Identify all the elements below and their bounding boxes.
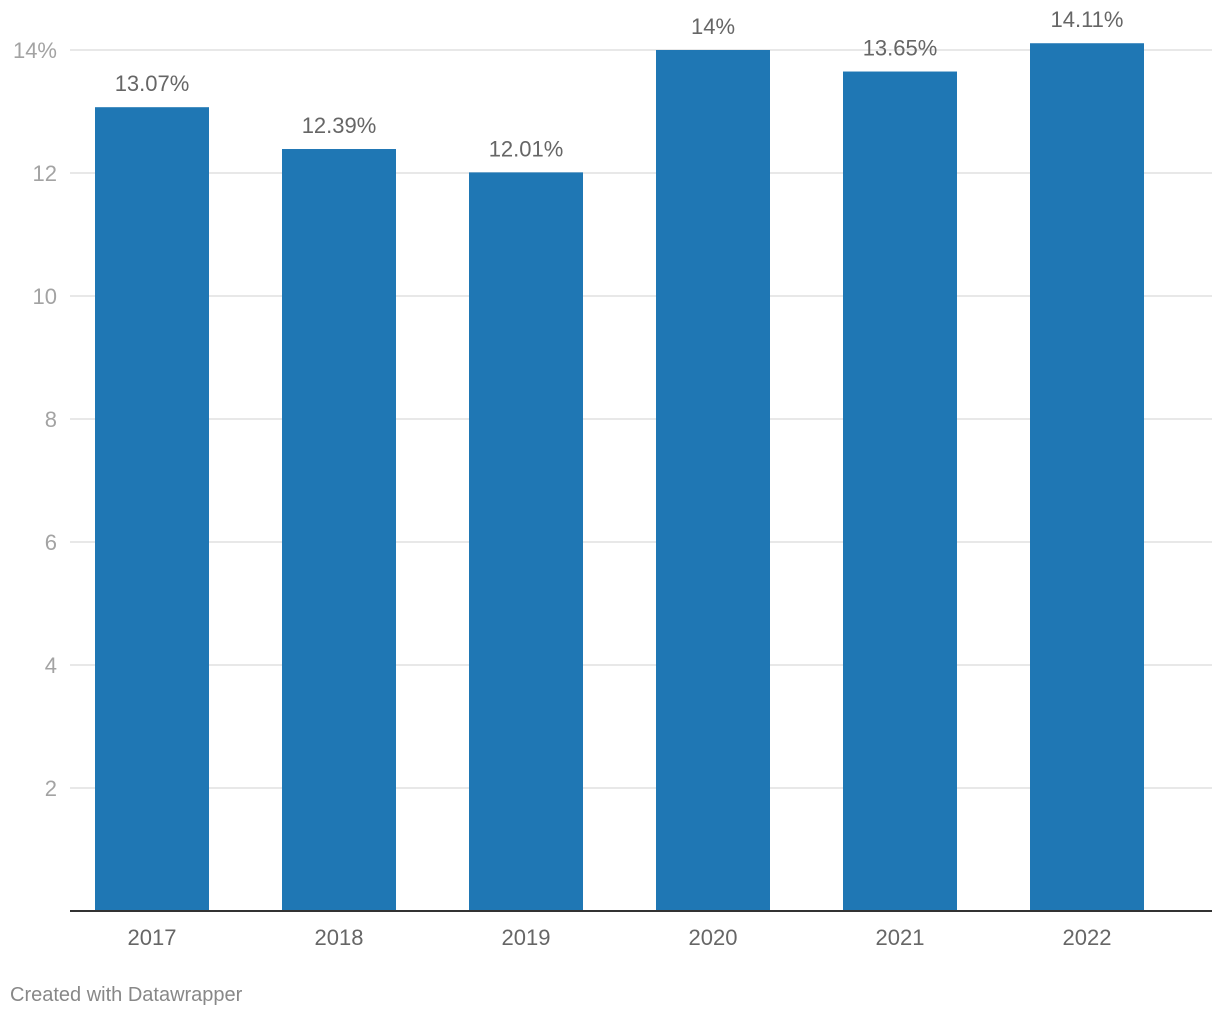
y-tick-label: 4 [45,653,57,678]
data-labels: 13.07% 12.39% 12.01% 14% 13.65% 14.11% [115,7,1124,161]
data-label: 12.39% [302,113,377,138]
bar-2020 [656,50,770,911]
bar-2021 [843,71,957,911]
y-tick-label: 2 [45,776,57,801]
y-tick-label: 12 [33,161,57,186]
bar-2017 [95,107,209,911]
y-tick-label: 14% [13,38,57,63]
bar-2022 [1030,43,1144,912]
x-tick-label: 2019 [502,925,551,950]
y-axis-ticks: 2 4 6 8 10 12 14% [13,38,57,801]
data-label: 13.07% [115,71,190,96]
datawrapper-credit-link[interactable]: Created with Datawrapper [10,984,243,1006]
bar-2019 [469,172,583,911]
x-tick-label: 2022 [1063,925,1112,950]
data-label: 12.01% [489,136,564,161]
bars [95,43,1144,912]
gridlines [70,49,1212,789]
y-tick-label: 6 [45,530,57,555]
data-label: 13.65% [863,36,938,61]
y-tick-label: 8 [45,407,57,432]
x-axis-ticks: 2017 2018 2019 2020 2021 2022 [128,925,1112,950]
data-label: 14.11% [1051,7,1124,32]
bar-2018 [282,149,396,911]
x-tick-label: 2018 [315,925,364,950]
x-tick-label: 2020 [689,925,738,950]
data-label: 14% [691,14,735,39]
x-tick-label: 2017 [128,925,177,950]
x-tick-label: 2021 [876,925,925,950]
y-tick-label: 10 [33,284,57,309]
